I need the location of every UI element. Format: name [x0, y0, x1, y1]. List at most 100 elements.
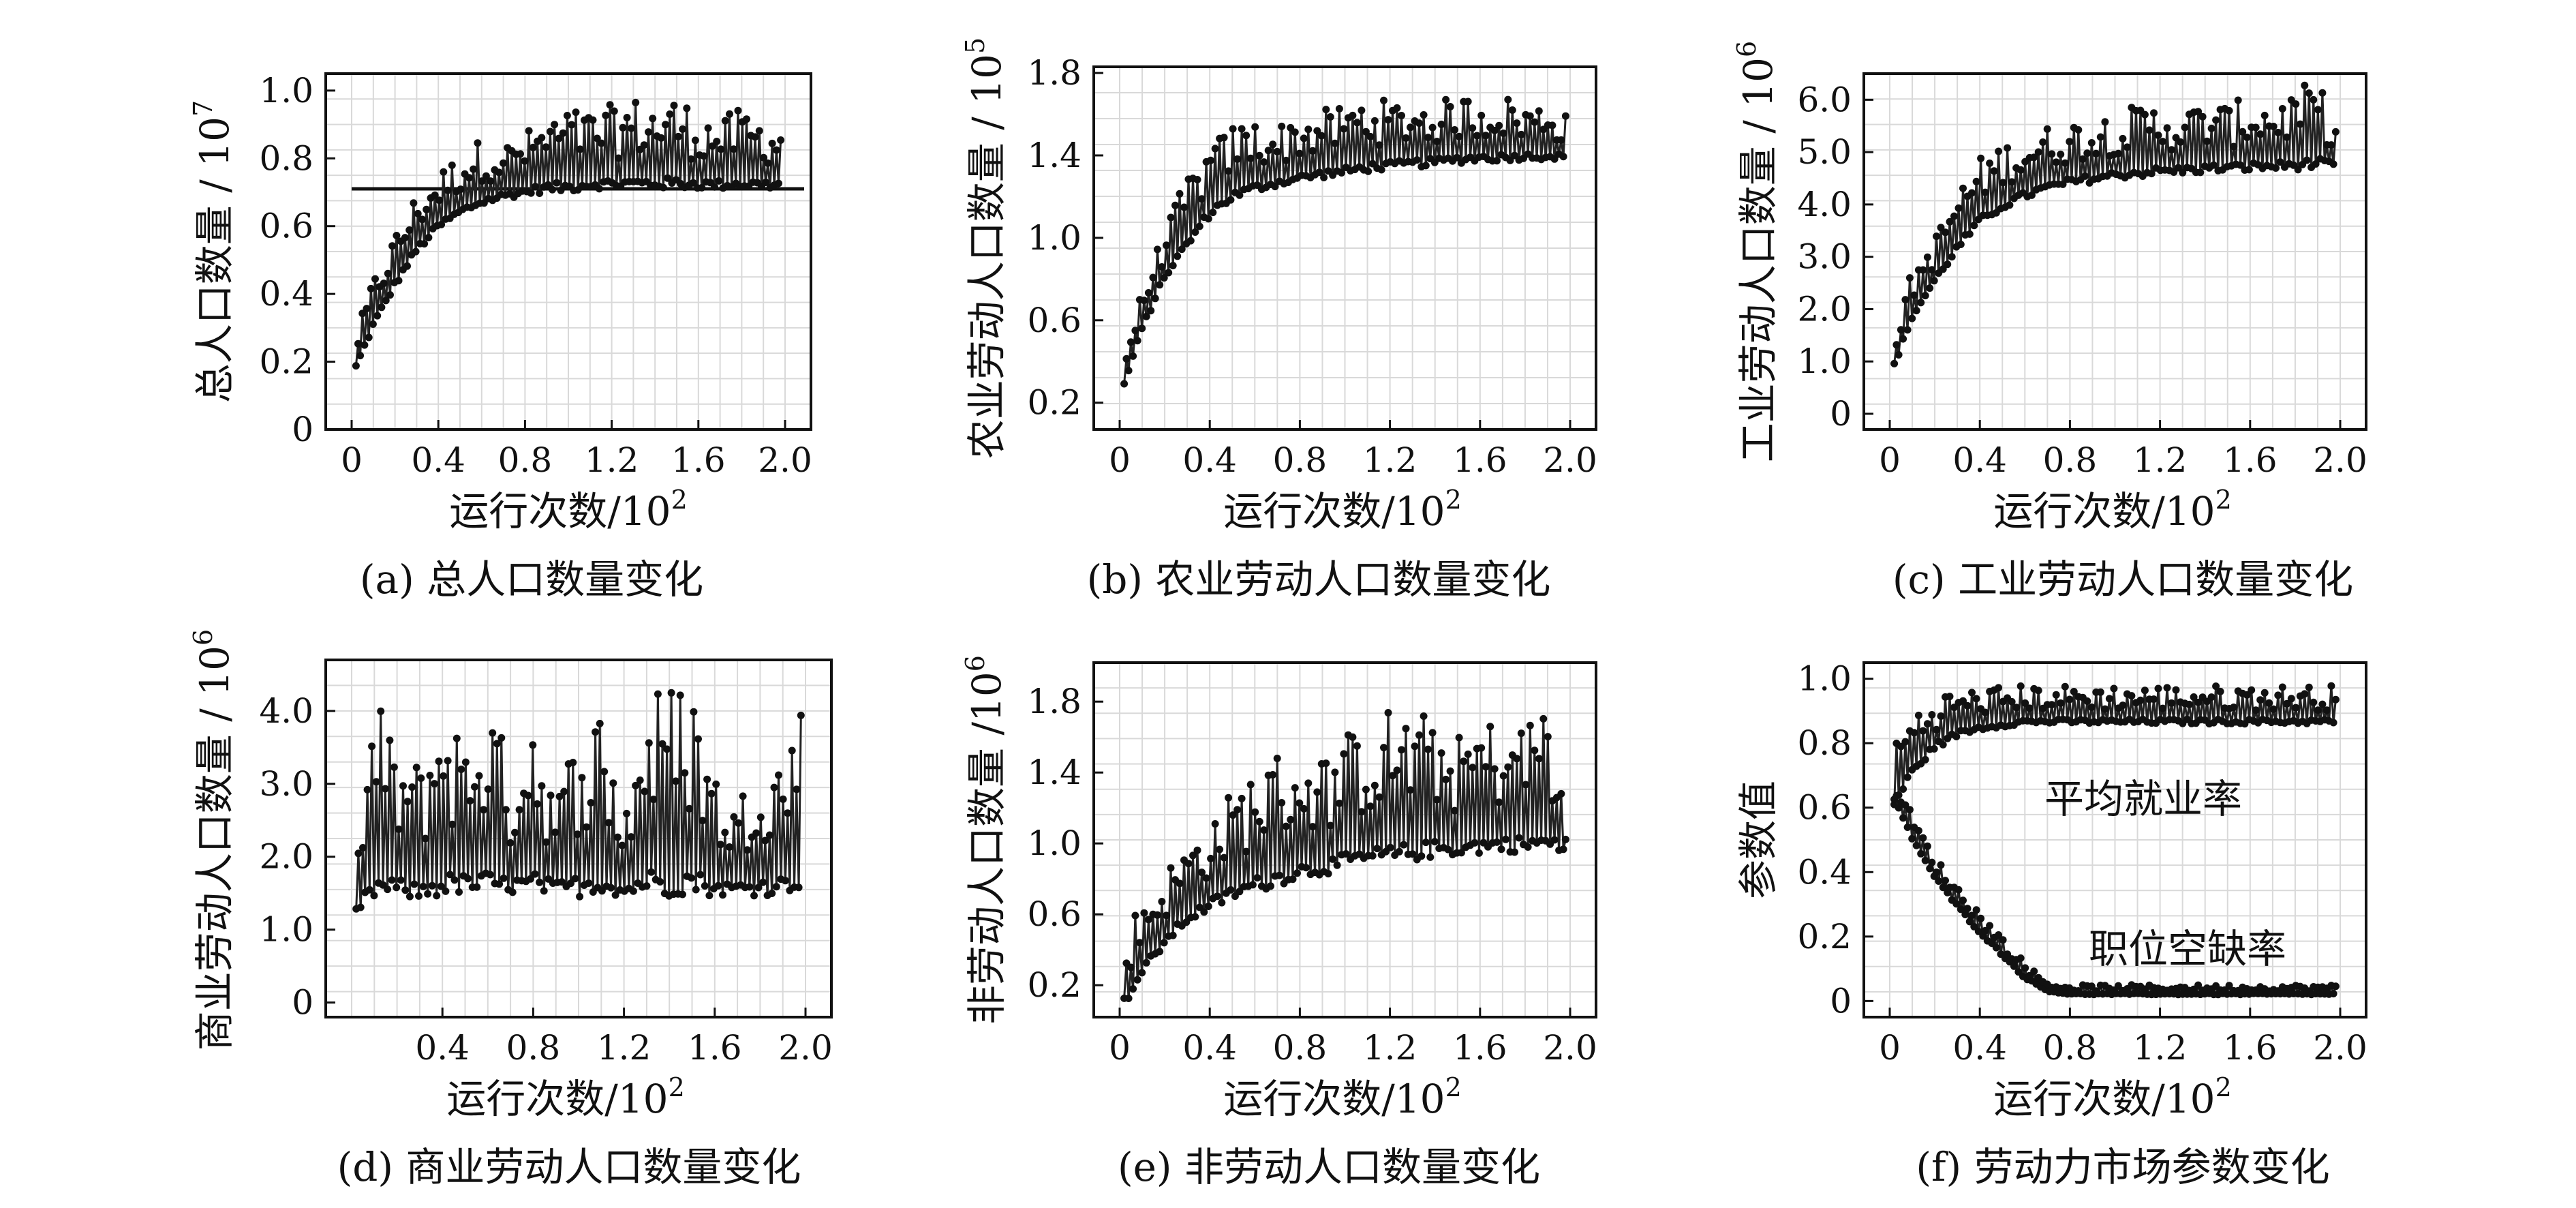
y-tick-label: 0.2: [1797, 917, 1852, 956]
series-point: [1954, 886, 1963, 894]
series-point: [1291, 784, 1299, 792]
series-point: [1433, 138, 1441, 145]
panel-d-ylabel-text: 商业劳动人口数量 / 10: [191, 646, 238, 1051]
series-point: [1207, 854, 1215, 862]
y-tick-label: 0.6: [1027, 894, 1082, 934]
x-tick-label: 1.6: [2223, 440, 2278, 480]
series-point: [1901, 738, 1910, 746]
series-point: [557, 186, 565, 194]
series-point: [1386, 843, 1394, 851]
panel-a-xticks: 0 0.4 0.8 1.2 1.6 2.0: [341, 420, 812, 480]
panel-e-yticks: 0.2 0.6 1.0 1.4 1.8: [1027, 682, 1103, 1005]
series-point: [426, 772, 434, 779]
series-line: [1123, 712, 1567, 999]
series-point: [656, 878, 664, 886]
series-point: [610, 107, 618, 115]
series-point: [1559, 845, 1567, 854]
series-point: [367, 284, 375, 292]
series-point: [571, 875, 579, 883]
series-point: [1952, 733, 1961, 740]
series-point: [1304, 125, 1313, 134]
series-point: [2096, 688, 2104, 696]
panel-e-data: [1120, 709, 1569, 1002]
series-point: [2168, 699, 2175, 707]
series-point: [1933, 869, 1940, 876]
series-point: [1508, 106, 1516, 114]
series-point: [1897, 326, 1905, 334]
series-point: [2057, 150, 2065, 158]
series-point: [2269, 705, 2278, 713]
series-point: [2034, 686, 2042, 695]
series-point: [1389, 772, 1396, 780]
series-point: [1495, 798, 1503, 806]
series-point: [2101, 705, 2109, 713]
series-point: [1526, 721, 1534, 729]
series-point: [2274, 128, 2282, 136]
series-point: [1426, 853, 1435, 861]
series-point: [1921, 856, 1929, 864]
series-point: [730, 145, 738, 153]
series-point: [755, 127, 763, 135]
series-point: [1402, 134, 1410, 142]
series-point: [371, 275, 379, 283]
panel-c-caption: (c) 工业劳动人口数量变化: [1892, 556, 2353, 603]
series-point: [2278, 105, 2286, 112]
x-tick-label: 0.4: [1952, 440, 2007, 480]
series-point: [405, 892, 414, 901]
series-point: [440, 772, 448, 780]
series-point: [1990, 167, 1998, 175]
series-point: [1326, 821, 1334, 830]
series-point: [1229, 811, 1237, 819]
series-point: [713, 138, 721, 145]
series-point: [1442, 95, 1450, 104]
series-point: [1464, 750, 1472, 758]
series-point: [1225, 167, 1233, 175]
panel-a-ylabel-text: 总人口数量 / 10: [191, 117, 238, 403]
x-tick-label: 0: [1879, 440, 1901, 480]
series-point: [703, 775, 711, 783]
series-point: [359, 844, 367, 851]
series-point: [1905, 806, 1914, 814]
series-point: [2329, 719, 2337, 727]
series-point: [640, 141, 648, 149]
series-point: [1950, 704, 1958, 712]
series-point: [363, 305, 371, 313]
series-point: [356, 352, 365, 360]
series-point: [2119, 134, 2127, 142]
series-point: [2070, 688, 2078, 695]
x-tick-label: 1.2: [585, 440, 639, 480]
panel-d-xlabel: 运行次数/102: [446, 1072, 685, 1122]
series-point: [1506, 156, 1514, 164]
series-point: [1198, 195, 1206, 203]
series-point: [602, 111, 610, 119]
series-point: [2081, 172, 2089, 180]
panel-a-xlabel-text: 运行次数/10: [449, 488, 671, 534]
series-point: [1937, 861, 1945, 869]
series-point: [1535, 755, 1543, 763]
series-point: [2269, 123, 2278, 130]
panel-c-plot-frame: [1862, 72, 2367, 431]
series-point: [2207, 124, 2215, 132]
panel-b-xlabel: 运行次数/102: [1223, 485, 1462, 534]
series-point: [446, 871, 454, 879]
series-point: [1453, 153, 1461, 162]
series-point: [525, 127, 533, 135]
series-point: [2017, 166, 2025, 174]
series-point: [500, 874, 508, 882]
series-point: [1200, 908, 1208, 916]
series-point: [2252, 123, 2260, 132]
series-point: [408, 783, 416, 791]
series-point: [1895, 351, 1903, 359]
y-tick-label: 4.0: [259, 691, 313, 731]
series-point: [2292, 100, 2300, 108]
series-point: [1195, 903, 1203, 911]
series-point: [1986, 922, 1994, 930]
series-point: [1129, 985, 1137, 993]
series-point: [1903, 326, 1912, 334]
series-point: [388, 876, 396, 884]
y-tick-label: 2.0: [259, 837, 313, 877]
series-point: [1198, 869, 1206, 877]
series-point: [457, 766, 465, 773]
series-point: [1131, 911, 1139, 920]
panel-c: 0 0.4 0.8 1.2 1.6 2.0 0 1.0 2.0 3.0 4.0 5.0 6.0 运行次…: [1732, 41, 2367, 603]
